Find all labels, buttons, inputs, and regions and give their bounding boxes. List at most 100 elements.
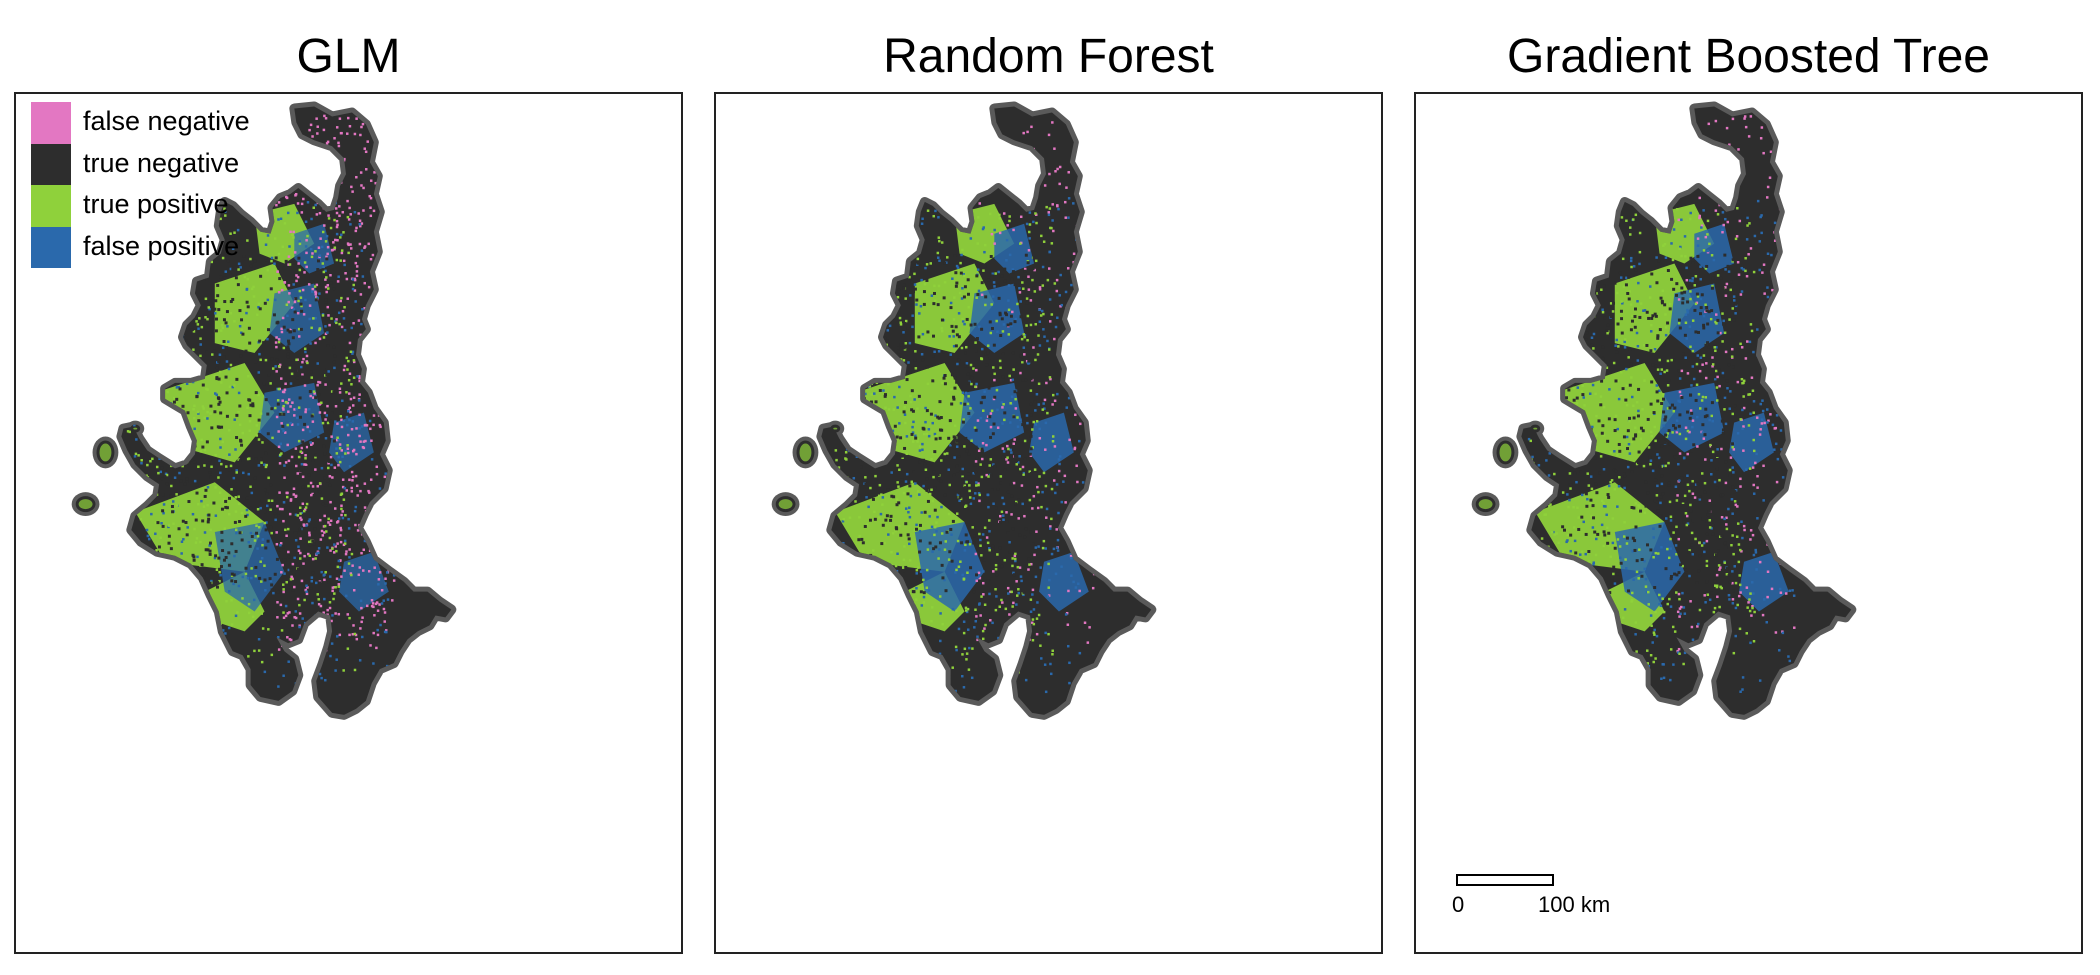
false-positive-area — [259, 382, 325, 453]
false-positive-pixel — [1739, 690, 1742, 693]
false-positive-pixel — [338, 566, 342, 569]
false-negative-pixel — [978, 499, 981, 503]
true-positive-pixel — [215, 568, 219, 572]
true-positive-pixel — [1583, 575, 1587, 579]
true-positive-pixel — [243, 275, 247, 279]
false-positive-pixel — [335, 447, 338, 450]
false-positive-pixel — [965, 610, 969, 614]
true-negative-pixel — [950, 373, 954, 377]
true-positive-pixel — [1676, 207, 1679, 211]
true-positive-pixel — [834, 449, 838, 452]
true-positive-pixel — [1625, 219, 1628, 223]
false-negative-pixel — [1077, 328, 1081, 332]
true-positive-pixel — [132, 561, 136, 564]
true-positive-pixel — [1000, 598, 1003, 602]
true-positive-pixel — [930, 457, 933, 461]
true-negative-pixel — [225, 310, 229, 314]
true-negative-pixel — [322, 407, 326, 411]
false-positive-pixel — [982, 570, 985, 573]
true-negative-pixel — [214, 329, 218, 333]
true-positive-pixel — [299, 296, 303, 299]
true-negative-pixel — [201, 445, 205, 449]
true-positive-pixel — [192, 226, 195, 229]
false-positive-pixel — [1550, 581, 1553, 585]
true-negative-pixel — [990, 488, 994, 492]
true-positive-pixel — [899, 608, 903, 612]
false-positive-pixel — [309, 441, 312, 444]
false-negative-pixel — [392, 476, 396, 480]
true-positive-pixel — [1526, 296, 1530, 299]
false-negative-pixel — [1031, 621, 1034, 624]
true-negative-pixel — [327, 526, 331, 530]
true-positive-pixel — [1746, 606, 1749, 609]
true-positive-pixel — [977, 483, 980, 487]
true-positive-pixel — [1655, 494, 1659, 497]
true-positive-pixel — [138, 345, 141, 348]
false-positive-pixel — [840, 297, 843, 300]
true-positive-pixel — [1628, 290, 1632, 293]
false-positive-pixel — [1701, 431, 1704, 434]
false-negative-pixel — [350, 486, 353, 490]
false-positive-pixel — [392, 574, 396, 577]
false-positive-pixel — [229, 267, 233, 271]
true-negative-pixel — [900, 478, 904, 482]
true-positive-pixel — [160, 418, 163, 422]
false-positive-pixel — [1699, 277, 1702, 281]
true-negative-pixel — [929, 412, 933, 416]
false-positive-pixel — [1595, 256, 1598, 259]
false-positive-pixel — [215, 393, 218, 397]
true-positive-pixel — [181, 464, 184, 468]
false-positive-pixel — [1699, 265, 1702, 268]
true-negative-pixel — [302, 445, 306, 449]
false-positive-pixel — [969, 502, 973, 506]
false-positive-pixel — [1068, 681, 1071, 685]
false-negative-pixel — [312, 396, 315, 399]
true-positive-pixel — [277, 387, 281, 391]
true-positive-pixel — [955, 512, 959, 515]
false-positive-pixel — [345, 415, 349, 419]
true-negative-pixel — [171, 317, 175, 321]
true-positive-pixel — [830, 489, 833, 492]
false-positive-pixel — [974, 492, 977, 495]
false-negative-pixel — [1033, 553, 1036, 557]
false-positive-pixel — [365, 340, 369, 344]
false-positive-pixel — [218, 353, 222, 357]
true-positive-pixel — [169, 375, 172, 379]
panel-title-glm: GLM — [296, 30, 401, 83]
true-positive-pixel — [1612, 572, 1615, 576]
true-positive-pixel — [164, 274, 167, 278]
true-positive-pixel — [1689, 297, 1692, 301]
false-positive-pixel — [1731, 512, 1734, 515]
true-positive-pixel — [151, 572, 155, 575]
true-positive-pixel — [964, 606, 968, 610]
true-negative-pixel — [883, 336, 887, 340]
false-positive-pixel — [937, 216, 940, 219]
true-positive-pixel — [1590, 663, 1594, 666]
true-positive-pixel — [922, 655, 926, 658]
false-negative-pixel — [277, 131, 281, 135]
true-negative-pixel — [885, 567, 889, 571]
true-negative-pixel — [242, 254, 246, 258]
false-positive-pixel — [219, 446, 222, 449]
false-positive-pixel — [924, 406, 927, 410]
false-negative-pixel — [1758, 560, 1762, 564]
true-negative-pixel — [276, 590, 280, 594]
true-negative-pixel — [1028, 452, 1032, 456]
true-positive-pixel — [223, 527, 227, 530]
false-positive-pixel — [992, 463, 995, 466]
false-negative-pixel — [1786, 265, 1789, 268]
true-positive-pixel — [306, 234, 309, 238]
true-positive-pixel — [184, 271, 187, 274]
true-negative-pixel — [190, 328, 194, 332]
true-positive-pixel — [966, 402, 970, 406]
true-negative-pixel — [238, 459, 242, 463]
false-negative-pixel — [337, 463, 340, 467]
true-negative-pixel — [959, 271, 963, 275]
false-positive-pixel — [887, 246, 890, 249]
true-positive-pixel — [1648, 296, 1652, 299]
false-negative-pixel — [373, 566, 376, 569]
true-positive-pixel — [1011, 564, 1014, 568]
false-negative-pixel — [324, 383, 327, 386]
true-positive-pixel — [1587, 484, 1591, 487]
true-positive-pixel — [943, 281, 947, 284]
